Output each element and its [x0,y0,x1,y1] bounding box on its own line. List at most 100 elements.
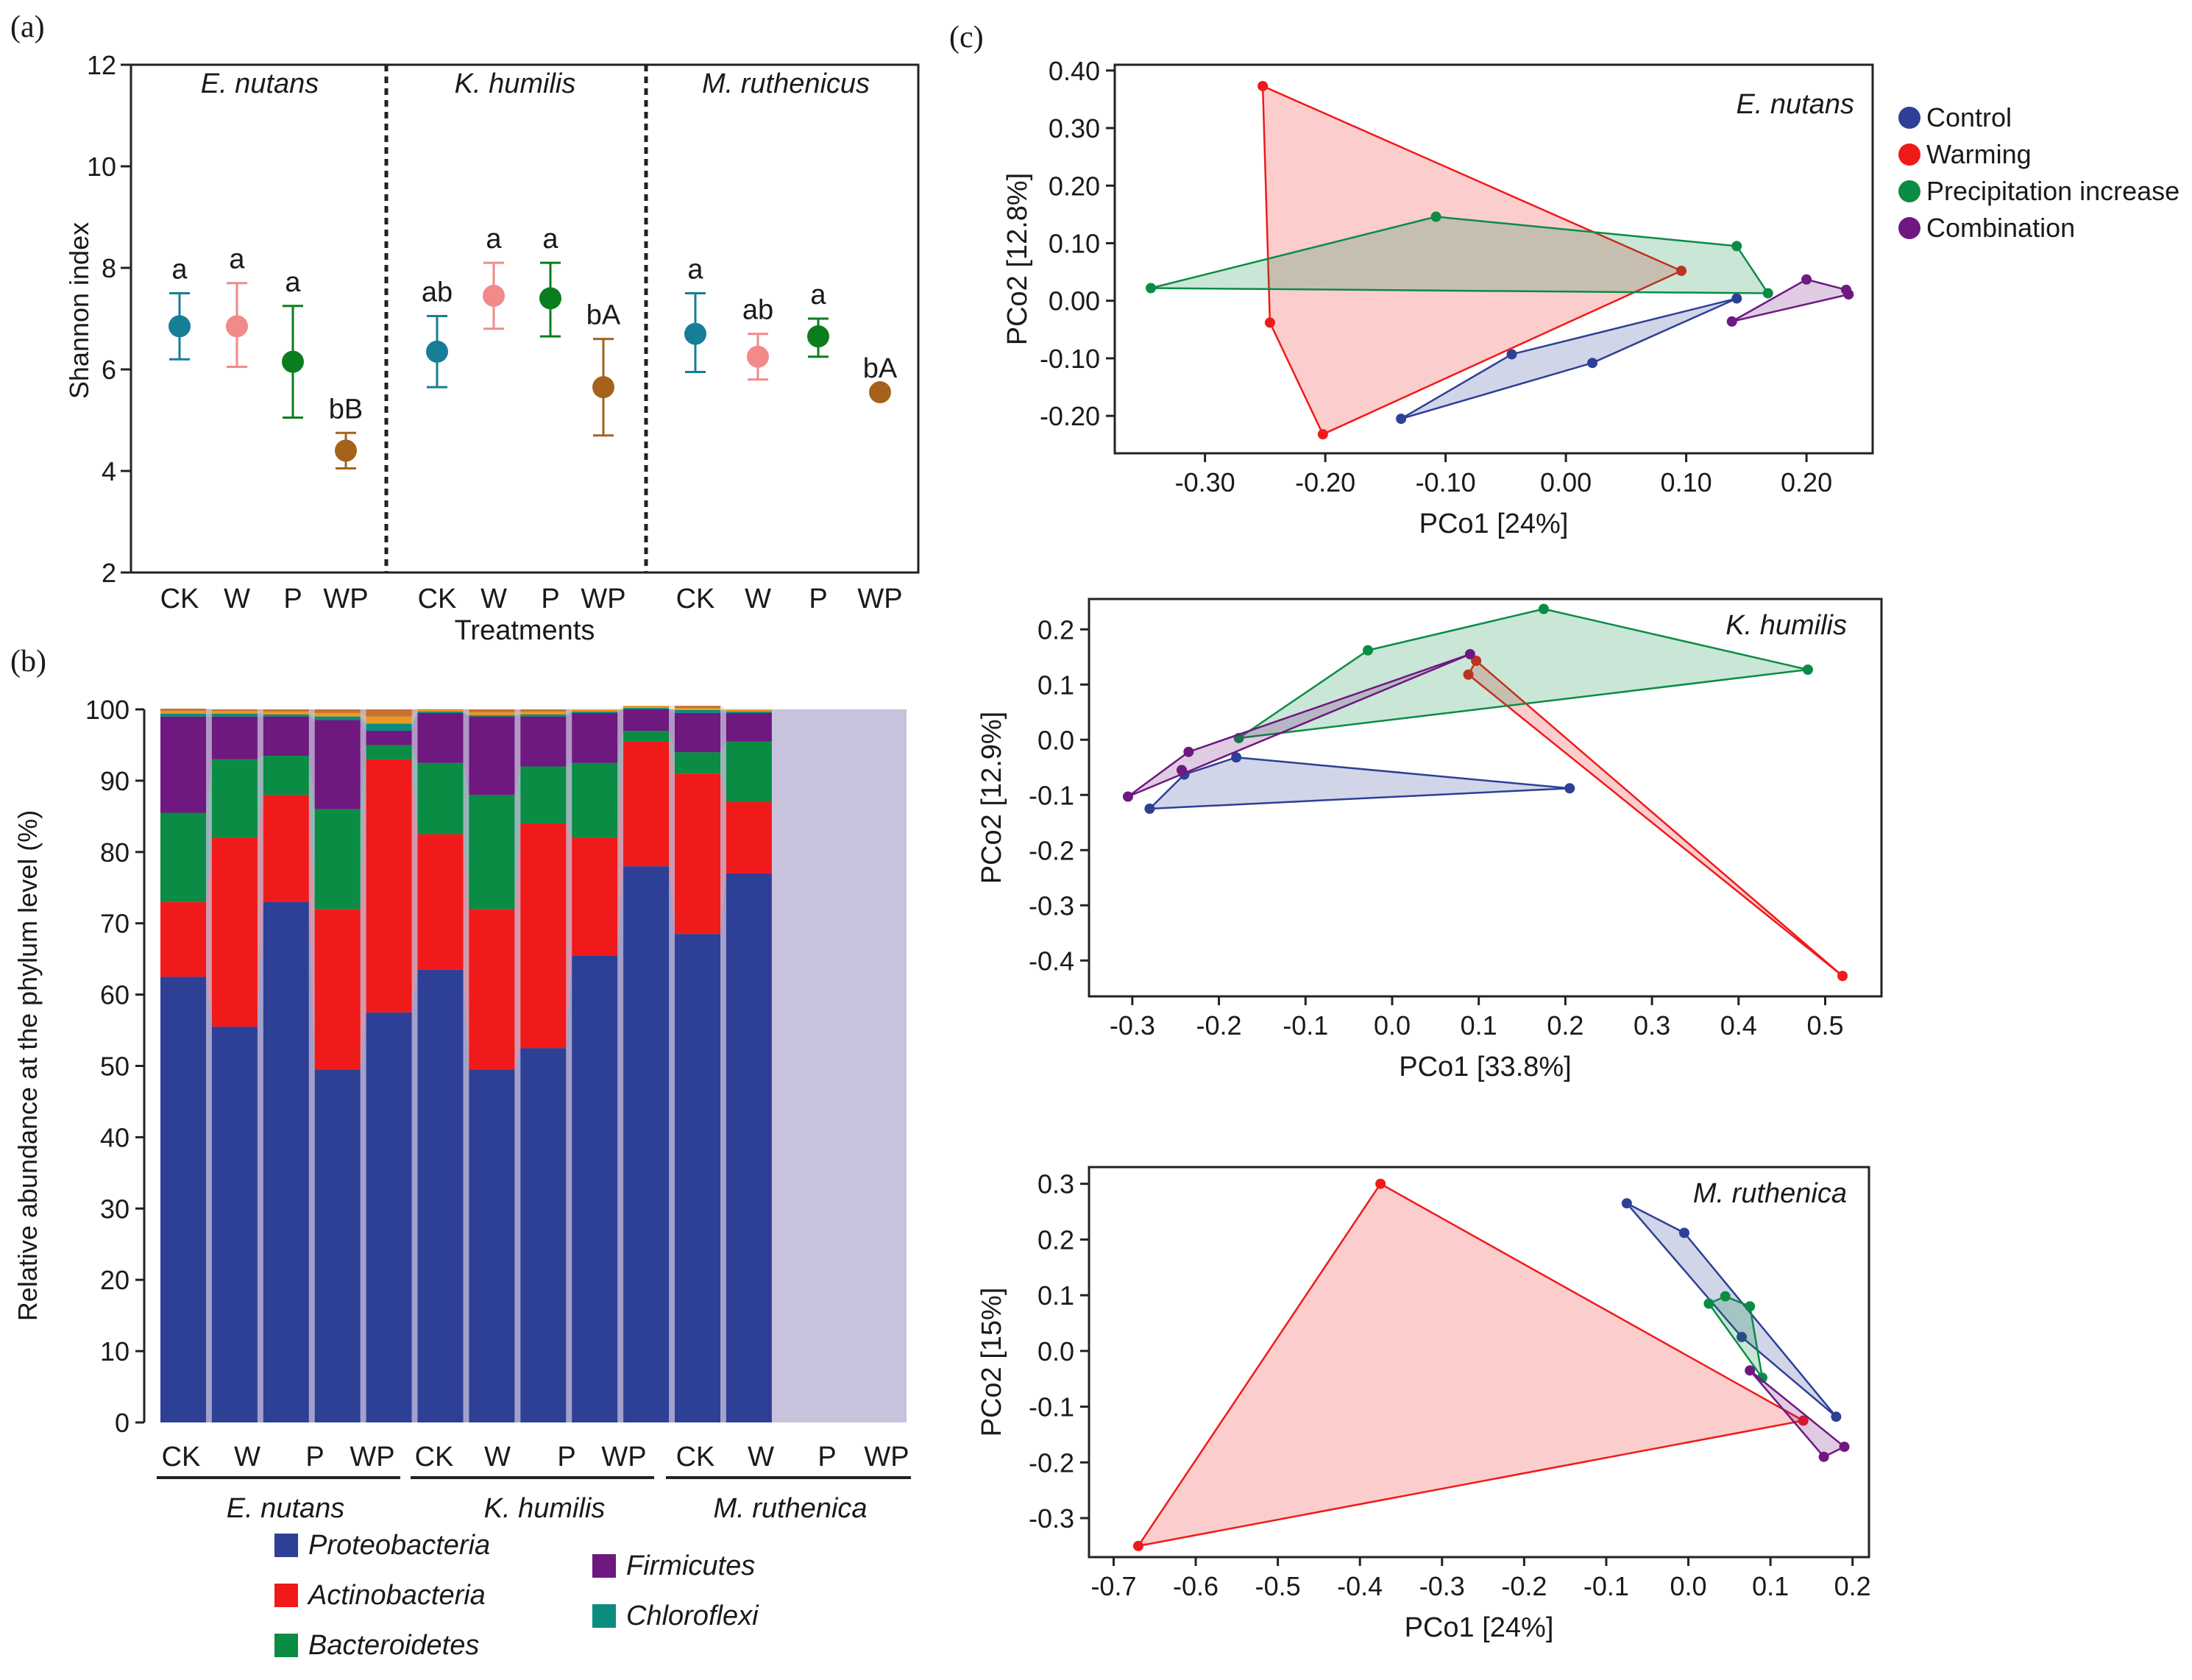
bar-segment [520,709,567,712]
bar-segment [160,713,206,717]
flow-band [514,711,521,715]
shannon-y-axis: 2 4 6 8 10 12 [87,50,131,588]
bar-segment [417,709,464,712]
legend-swatch [274,1634,298,1657]
flow-band [360,716,366,731]
flow-band [463,969,469,1422]
sample-point [1538,603,1549,614]
flow-band [411,709,418,717]
legend-label: Precipitation increase [1926,176,2179,206]
x-tick-label: W [748,1442,774,1472]
y-tick-label: 0.10 [1049,228,1100,258]
significance-letter: a [687,255,703,286]
mean-marker [684,322,706,345]
sample-point [1146,283,1157,294]
x-tick-label: W [484,1442,511,1472]
sample-point [1564,783,1575,794]
bar-segment [572,837,618,956]
y-tick-label: 8 [102,253,116,283]
x-tick-label: -0.30 [1175,467,1235,497]
flow-band [669,741,675,935]
mean-marker [539,287,561,310]
y-tick-label: 10 [87,152,116,182]
bar-segment [623,866,670,1422]
flow-band [463,712,469,795]
x-tick-label: CK [676,584,715,614]
x-tick-label: P [541,584,559,614]
pcoa-series [1745,1365,1850,1462]
bar-segment [520,1048,567,1422]
flow-band [257,755,263,838]
bar-segment [160,716,206,813]
flow-band [463,762,469,910]
pcoa-title: M. ruthenica [1693,1178,1847,1209]
x-tick-label: W [745,584,771,614]
legend-marker [1898,107,1920,129]
bar-segment [572,709,618,712]
x-tick-label: -0.4 [1337,1571,1383,1601]
bar-segment [572,711,618,713]
bar-segment [623,741,670,867]
pcoa-series [1726,274,1854,327]
y-tick-label: -0.3 [1029,1503,1074,1534]
flow-band [257,709,263,712]
legend-label: Control [1926,102,2012,132]
pcoa-x-label: PCo1 [33.8%] [1399,1052,1571,1082]
x-tick-label: P [817,1442,836,1472]
legend-entry: Control [1898,102,2012,132]
sample-point [1144,804,1155,814]
significance-letter: ab [422,277,453,308]
y-tick-label: 60 [100,980,130,1010]
bar-segment [211,1027,258,1422]
legend-label: Proteobacteria [308,1530,490,1561]
bar-segment [263,901,309,1422]
y-tick-label: -0.1 [1029,1392,1074,1422]
pcoa-title: K. humilis [1725,610,1847,641]
bar-segment [520,711,567,715]
flow-band [463,711,469,717]
shannon-point: ab [422,277,453,389]
panel-label-c: (c) [949,21,984,54]
shannon-point: a [684,255,706,373]
group-hull [1748,1369,1845,1458]
shannon-point: bA [586,300,621,437]
stacked-bar [366,709,412,1422]
x-tick-label: 0.1 [1752,1571,1789,1601]
bar-segment [675,773,720,935]
legend-entry: Warming [1898,139,2032,169]
y-tick-label: 50 [100,1052,130,1082]
mean-marker [426,340,448,363]
flow-band [360,720,366,809]
flow-band [308,711,315,717]
x-tick-label: W [480,584,507,614]
flow-band [617,708,624,713]
legend-marker [1898,180,1920,202]
x-tick-label: W [224,584,250,614]
sample-point [1676,266,1687,277]
y-tick-label: -0.10 [1040,344,1100,374]
stacked-bar [263,709,309,1422]
mean-marker [483,284,505,307]
flow-band [669,708,675,713]
flow-band [308,755,315,910]
mean-marker [335,439,357,462]
x-tick-label: CK [162,1442,201,1472]
pcoa-frame [1088,598,1883,998]
sample-point [1678,1227,1689,1238]
bar-segment [263,795,309,902]
sample-point [1756,1372,1767,1383]
significance-letter: a [229,244,245,275]
sample-point [1798,1415,1809,1426]
bar-segment [263,716,309,756]
sample-point [1818,1451,1829,1462]
legend-swatch [592,1554,616,1578]
bar-segment [520,714,567,717]
bar-segment [726,711,772,713]
y-tick-label: 100 [85,695,130,725]
x-tick-label: WP [323,584,368,614]
x-tick-label: -0.6 [1173,1571,1219,1601]
flow-band [257,713,263,717]
shannon-point: bA [863,353,898,404]
x-tick-label: -0.5 [1255,1571,1301,1601]
legend-entry: Chloroflexi [592,1601,759,1631]
